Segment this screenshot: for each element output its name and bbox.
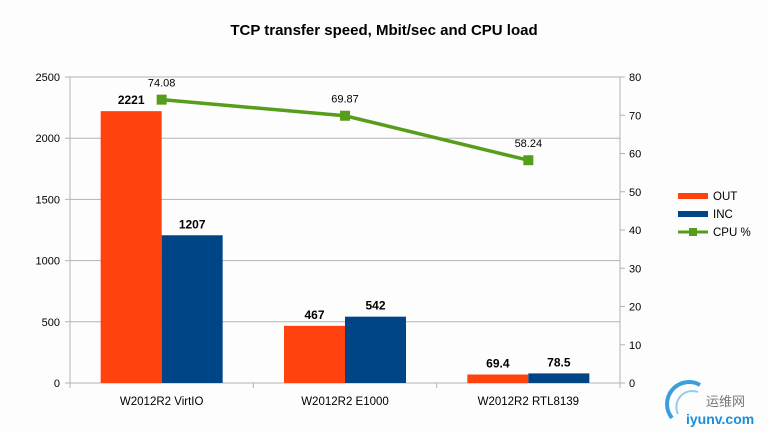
y2-tick-label: 50 xyxy=(629,187,641,199)
legend-marker xyxy=(689,228,697,236)
watermark-cn: 运维网 xyxy=(706,394,745,409)
x-tick-label: W2012R2 RTL8139 xyxy=(478,396,579,408)
y-tick-label: 0 xyxy=(54,378,60,390)
y-tick-label: 1000 xyxy=(36,256,60,268)
legend-swatch-out xyxy=(678,193,708,199)
chart-title: TCP transfer speed, Mbit/sec and CPU loa… xyxy=(230,22,537,39)
cpu-data-label: 58.24 xyxy=(515,138,543,150)
bar-inc xyxy=(528,373,590,383)
y2-tick-label: 80 xyxy=(629,72,641,84)
bar-data-label: 542 xyxy=(365,299,385,313)
bar-data-label: 467 xyxy=(304,308,324,322)
cpu-marker xyxy=(156,94,167,105)
legend: OUT INC CPU % xyxy=(678,191,751,239)
y-tick-label: 2000 xyxy=(36,133,60,145)
x-tick-label: W2012R2 VirtIO xyxy=(120,396,204,408)
bar-inc xyxy=(345,316,406,383)
legend-label: INC xyxy=(713,209,733,221)
watermark-logo xyxy=(665,380,701,420)
cpu-line xyxy=(161,97,529,162)
y2-tick-label: 10 xyxy=(629,340,641,352)
y2-tick-label: 20 xyxy=(629,302,641,314)
y-tick-label: 2500 xyxy=(36,72,60,84)
x-tick-label: W2012R2 E1000 xyxy=(301,396,389,408)
y2-tick-label: 30 xyxy=(629,263,641,275)
cpu-data-label: 69.87 xyxy=(331,94,359,106)
bar-out xyxy=(284,325,345,383)
legend-swatch-inc xyxy=(678,211,708,217)
bar-data-label: 69.4 xyxy=(486,357,510,371)
y2-tick-label: 40 xyxy=(629,225,641,237)
legend-label: CPU % xyxy=(713,227,751,239)
bar-data-label: 1207 xyxy=(179,217,206,231)
y2-tick-label: 0 xyxy=(629,378,635,390)
y2-tick-label: 70 xyxy=(629,110,641,122)
legend-label: OUT xyxy=(713,191,737,203)
cpu-marker xyxy=(523,155,534,166)
y2-tick-label: 60 xyxy=(629,149,641,161)
bar-out xyxy=(100,111,162,383)
cpu-marker xyxy=(340,110,350,121)
cpu-data-label: 74.08 xyxy=(148,78,176,90)
bar-data-label: 2221 xyxy=(118,93,145,107)
bar-inc xyxy=(161,235,223,383)
bar-out xyxy=(467,374,529,383)
bar-data-label: 78.5 xyxy=(547,355,571,369)
y-tick-label: 500 xyxy=(42,317,60,329)
y-tick-label: 1500 xyxy=(36,194,60,206)
watermark-en: iyunv.com xyxy=(686,411,754,427)
